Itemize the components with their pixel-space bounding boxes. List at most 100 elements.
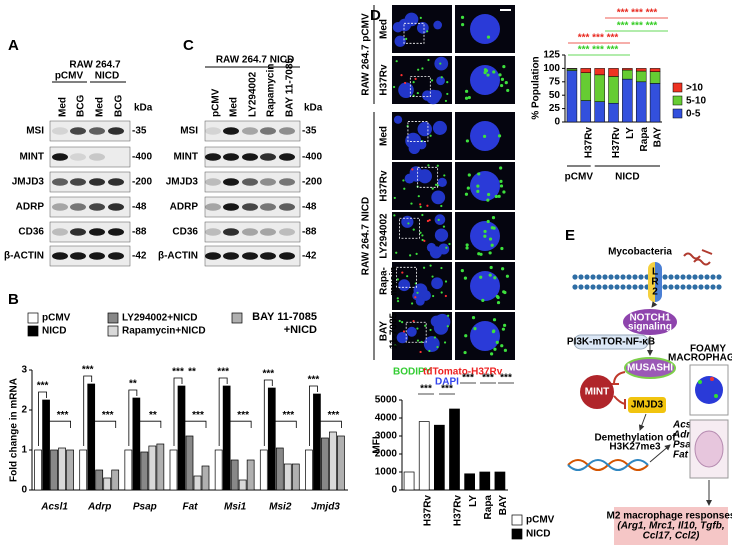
lipid-droplet: [500, 77, 505, 81]
blot-band: [260, 178, 276, 186]
blot-band: [205, 178, 221, 186]
nucleus: [393, 115, 403, 124]
blot-band: [70, 153, 86, 161]
bar: [329, 431, 337, 491]
lipid-droplet: [412, 81, 415, 84]
lipid-droplet: [426, 30, 429, 33]
bar: [230, 459, 239, 491]
zoom-box: [409, 76, 431, 98]
row-label: Med: [379, 126, 390, 146]
lipid: [686, 274, 692, 280]
kda-label: -400: [132, 152, 152, 163]
lipid-droplet: [477, 172, 481, 176]
inhibition: [613, 395, 626, 405]
y-tick-label: 5000: [375, 395, 398, 406]
lipid-droplet: [486, 198, 490, 202]
receptor: [648, 262, 662, 302]
y-tick-label: 125: [543, 50, 560, 61]
lipid: [662, 274, 668, 280]
panel-label: C: [183, 37, 194, 54]
bracket: [272, 420, 297, 428]
bar: [124, 449, 133, 491]
lipid: [632, 284, 638, 290]
significance: ***: [441, 384, 453, 395]
lipid-droplet: [431, 187, 434, 190]
lipid-droplet: [415, 252, 418, 255]
m2-label: Ccl17, Ccl2): [643, 531, 700, 542]
blot-band: [70, 127, 86, 135]
nucleus: [404, 173, 415, 184]
lipid: [710, 274, 716, 280]
lane-label: pCMV: [211, 88, 222, 117]
blot-band: [205, 153, 221, 161]
legend-label: BAY 11-7085 +NICD: [252, 311, 317, 336]
blot-band: [108, 203, 124, 211]
x-tick-label: Msi1: [224, 502, 247, 513]
lipid-droplet: [497, 134, 502, 138]
significance: ***: [282, 410, 294, 421]
blot-band: [52, 203, 68, 211]
protein-label: CD36: [172, 227, 198, 238]
bracket: [173, 377, 183, 446]
kda-label: -35: [302, 126, 317, 137]
lipid-droplet: [503, 348, 508, 352]
lipid-droplet: [464, 334, 468, 338]
lane-label: Med: [58, 97, 69, 117]
legend-swatch: [672, 108, 683, 119]
lipid-droplet: [412, 228, 415, 231]
panel-label: B: [8, 291, 19, 308]
lipid-droplet: [405, 37, 408, 40]
lipid-droplet: [501, 327, 505, 331]
bar: [313, 393, 321, 491]
lipid-droplet: [494, 194, 498, 199]
nucleus: [415, 296, 425, 306]
nucleus: [426, 242, 437, 253]
lane-label: BAY 11-7085: [285, 58, 296, 117]
kda-label: -200: [132, 177, 152, 188]
lipid-droplet: [394, 344, 397, 347]
lipid-droplet: [434, 183, 438, 186]
significance: *** *** ***: [617, 21, 658, 32]
x-tick-label: Msi2: [269, 502, 292, 513]
blot-band: [279, 252, 295, 260]
zoom-box: [405, 321, 427, 343]
x-tick-label: BAY: [498, 495, 509, 516]
group-label: RAW 264.7 pCMV: [361, 13, 372, 96]
bar-segment: [608, 102, 619, 123]
lipid-droplet: [503, 323, 507, 327]
musashi-label: MUSASHI: [627, 363, 673, 374]
bar-segment: [635, 81, 647, 123]
lipid-droplet: [486, 219, 490, 224]
nucleus: [417, 121, 432, 137]
bacteria-icon: [683, 249, 713, 266]
lipid-droplet: [439, 62, 442, 65]
blot-band: [89, 178, 105, 186]
kda-label: -200: [302, 177, 322, 188]
lipid-droplet: [436, 164, 439, 167]
y-tick-label: 3: [21, 365, 27, 376]
blot-band: [205, 228, 221, 236]
blot-band: [242, 252, 258, 260]
significance: ***: [217, 367, 229, 378]
lane-label: LY294002: [248, 71, 259, 117]
nucleus: [431, 277, 443, 290]
lipid-droplet: [466, 186, 470, 190]
lipid-droplet: [433, 336, 437, 339]
bracket: [128, 389, 138, 446]
bar: [58, 447, 66, 491]
lipid-droplet: [499, 184, 504, 188]
lipid-droplet: [483, 234, 487, 238]
bar: [201, 465, 210, 491]
legend-label: >10: [686, 83, 703, 94]
lipid-droplet: [419, 231, 422, 234]
lipid-droplet: [443, 174, 446, 177]
legend-label: NICD: [526, 529, 550, 540]
blot-band: [205, 203, 221, 211]
lipid: [638, 274, 644, 280]
significance: **: [188, 367, 196, 378]
x-tick-label: Rapa: [483, 495, 494, 520]
bacterium: [411, 168, 414, 171]
bracket: [83, 375, 93, 446]
legend-swatch: [511, 528, 523, 540]
